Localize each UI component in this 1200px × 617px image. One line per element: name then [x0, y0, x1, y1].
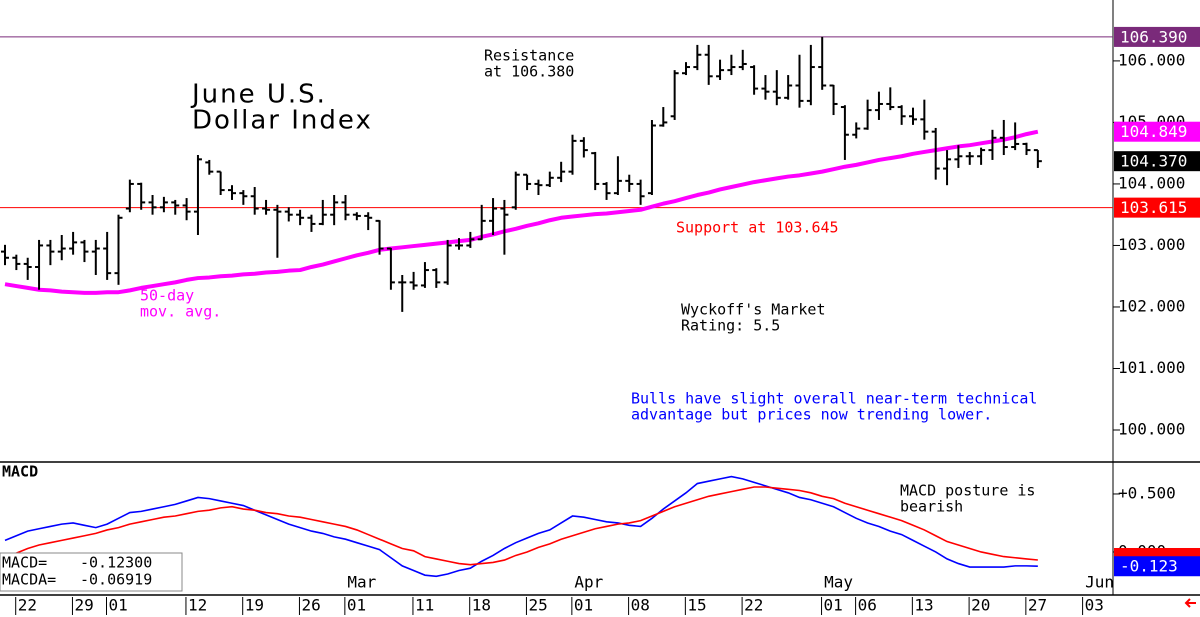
y-tick-label: +0.500 [1118, 483, 1176, 502]
macd-value-box [1114, 556, 1200, 577]
series-label: 50-day [140, 287, 194, 305]
level-annotation: Support at 103.645 [676, 219, 839, 237]
x-tick-label: 01 [824, 596, 843, 615]
month-label: Apr [574, 573, 603, 592]
x-tick-label: 25 [528, 596, 547, 615]
x-tick-label: 15 [687, 596, 706, 615]
x-tick-label: 22 [18, 596, 37, 615]
x-tick-label: 01 [347, 596, 366, 615]
x-tick-label: 19 [245, 596, 264, 615]
scroll-arrow [1184, 598, 1196, 608]
x-tick-label: 12 [188, 596, 207, 615]
macd-line [4, 475, 1038, 578]
month-label: Jun [1085, 573, 1114, 592]
close-value: 104.370 [1120, 152, 1187, 171]
readout-name: MACD= [2, 554, 47, 572]
x-tick-label: 06 [858, 596, 877, 615]
y-tick-label: 104.000 [1118, 173, 1185, 192]
x-tick-label: 03 [1085, 596, 1104, 615]
macd-line [4, 486, 1038, 566]
annotation: Rating: 5.5 [681, 317, 780, 335]
close-value-box [1114, 151, 1200, 172]
x-tick-label: 11 [415, 596, 434, 615]
level-value-box [1114, 197, 1200, 218]
x-tick-label: 27 [1028, 596, 1047, 615]
annotation: Wyckoff's Market [681, 301, 826, 319]
y-tick-label: 103.000 [1118, 235, 1185, 254]
readout-value: -0.06919 [80, 571, 152, 589]
readout-name: MACDA= [2, 571, 56, 589]
y-tick-label: 106.000 [1118, 50, 1185, 69]
annotation: bearish [900, 498, 963, 516]
ma-value: 104.849 [1120, 122, 1187, 141]
chart-title: Dollar Index [192, 106, 373, 136]
annotation: advantage but prices now trending lower. [631, 406, 992, 424]
x-tick-label: 18 [472, 596, 491, 615]
x-tick-label: 13 [914, 596, 933, 615]
macd-value: -0.123 [1120, 557, 1178, 576]
panel-title: MACD [2, 463, 38, 481]
readout-value: -0.12300 [80, 554, 152, 572]
x-tick-label: 01 [574, 596, 593, 615]
y-tick-label: 101.000 [1118, 358, 1185, 377]
x-tick-label: 29 [74, 596, 93, 615]
x-tick-label: 22 [744, 596, 763, 615]
month-label: Mar [347, 573, 376, 592]
ma-value-box [1114, 121, 1200, 142]
moving-average-line [4, 129, 1039, 295]
annotation: Bulls have slight overall near-term tech… [631, 390, 1037, 408]
x-tick-label: 01 [109, 596, 128, 615]
level-annotation: at 106.380 [484, 63, 574, 81]
y-tick-label: 100.000 [1118, 420, 1185, 439]
level-annotation: Resistance [484, 47, 574, 65]
x-tick-label: 26 [301, 596, 320, 615]
level-value-box [1114, 26, 1200, 47]
x-tick-label: 20 [971, 596, 990, 615]
readout-box [0, 552, 183, 592]
month-label: May [824, 573, 853, 592]
series-label: mov. avg. [140, 303, 221, 321]
y-tick-label: 102.000 [1118, 296, 1185, 315]
level-value: 103.615 [1120, 198, 1187, 217]
x-tick-label: 08 [631, 596, 650, 615]
annotation: MACD posture is [900, 482, 1035, 500]
level-value: 106.390 [1120, 27, 1187, 46]
chart-title: June U.S. [190, 80, 327, 110]
